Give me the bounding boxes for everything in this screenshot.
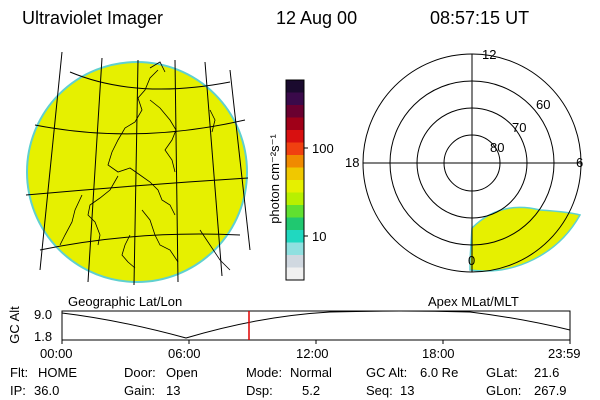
- colorbar-segment: [286, 230, 304, 243]
- auroral-oval: [469, 206, 582, 272]
- mlt-label-6: 6: [576, 155, 584, 170]
- x-tick-1200: 12:00: [296, 346, 329, 361]
- colorbar: [285, 79, 308, 281]
- info-value-ip: 36.0: [34, 383, 60, 398]
- colorbar-segment: [286, 155, 304, 168]
- x-tick-1800: 18:00: [422, 346, 455, 361]
- date-label: 12 Aug 00: [276, 8, 358, 28]
- info-value-mode: Normal: [290, 365, 332, 380]
- colorbar-segment: [286, 217, 304, 231]
- info-value-gain: 13: [166, 383, 181, 398]
- info-label-door: Door:: [124, 365, 156, 380]
- polar-plot: [362, 53, 582, 273]
- colorbar-unit-label: photon cm⁻²s⁻¹: [267, 134, 282, 224]
- info-value-flt: HOME: [38, 365, 77, 380]
- geo-grid: [25, 51, 251, 286]
- geographic-disk: [25, 51, 251, 286]
- instrument-title: Ultraviolet Imager: [22, 8, 164, 28]
- orbit-plot: [61, 310, 571, 344]
- colorbar-segment: [286, 117, 304, 131]
- altitude-curve: [61, 310, 571, 339]
- info-label-glat: GLat:: [486, 365, 518, 380]
- info-label-ip: IP:: [10, 383, 26, 398]
- colorbar-segment: [286, 142, 304, 156]
- info-label-flt: Flt:: [10, 365, 29, 380]
- info-label-glon: GLon:: [486, 383, 522, 398]
- y-tick-9: 9.0: [34, 307, 53, 322]
- info-label-gain: Gain:: [124, 383, 156, 398]
- info-label-gcalt: GC Alt:: [366, 365, 408, 380]
- colorbar-segment: [286, 192, 304, 206]
- x-tick-2359: 23:59: [548, 346, 581, 361]
- colorbar-segment: [286, 242, 304, 256]
- colorbar-segment: [286, 92, 304, 106]
- info-label-seq: Seq:: [366, 383, 393, 398]
- colorbar-segment: [286, 180, 304, 193]
- colorbar-segment: [286, 130, 304, 143]
- x-tick-0600: 06:00: [168, 346, 201, 361]
- info-label-dsp: Dsp:: [246, 383, 273, 398]
- info-value-seq: 13: [400, 383, 415, 398]
- x-tick-0000: 00:00: [40, 346, 73, 361]
- mlt-label-0: 0: [468, 253, 476, 268]
- info-value-gcalt: 6.0 Re: [420, 365, 459, 380]
- colorbar-segment: [286, 105, 304, 118]
- info-label-mode: Mode:: [246, 365, 283, 380]
- info-value-door: Open: [166, 365, 198, 380]
- time-label: 08:57:15 UT: [430, 8, 530, 28]
- colorbar-segment: [286, 267, 304, 281]
- colorbar-segment: [286, 205, 304, 218]
- mlat-label-60: 60: [536, 97, 551, 112]
- colorbar-tick-100: 100: [312, 141, 334, 156]
- colorbar-tick-10: 10: [312, 229, 327, 244]
- mlt-label-18: 18: [345, 155, 360, 170]
- colorbar-segment: [286, 167, 304, 181]
- mlat-label-70: 70: [512, 120, 527, 135]
- orbit-ylabel: GC Alt: [7, 306, 22, 344]
- mlat-label-80: 80: [490, 140, 505, 155]
- y-tick-1-8: 1.8: [34, 329, 53, 344]
- colorbar-segment: [286, 80, 304, 93]
- mlt-label-12: 12: [482, 47, 497, 62]
- coastlines: [59, 61, 231, 271]
- colorbar-segment: [286, 255, 304, 268]
- info-value-glon: 267.9: [534, 383, 567, 398]
- info-value-dsp: 5.2: [302, 383, 321, 398]
- geo-panel-label: Geographic Lat/Lon: [68, 294, 183, 309]
- info-value-glat: 21.6: [534, 365, 560, 380]
- polar-panel-label: Apex MLat/MLT: [428, 294, 519, 309]
